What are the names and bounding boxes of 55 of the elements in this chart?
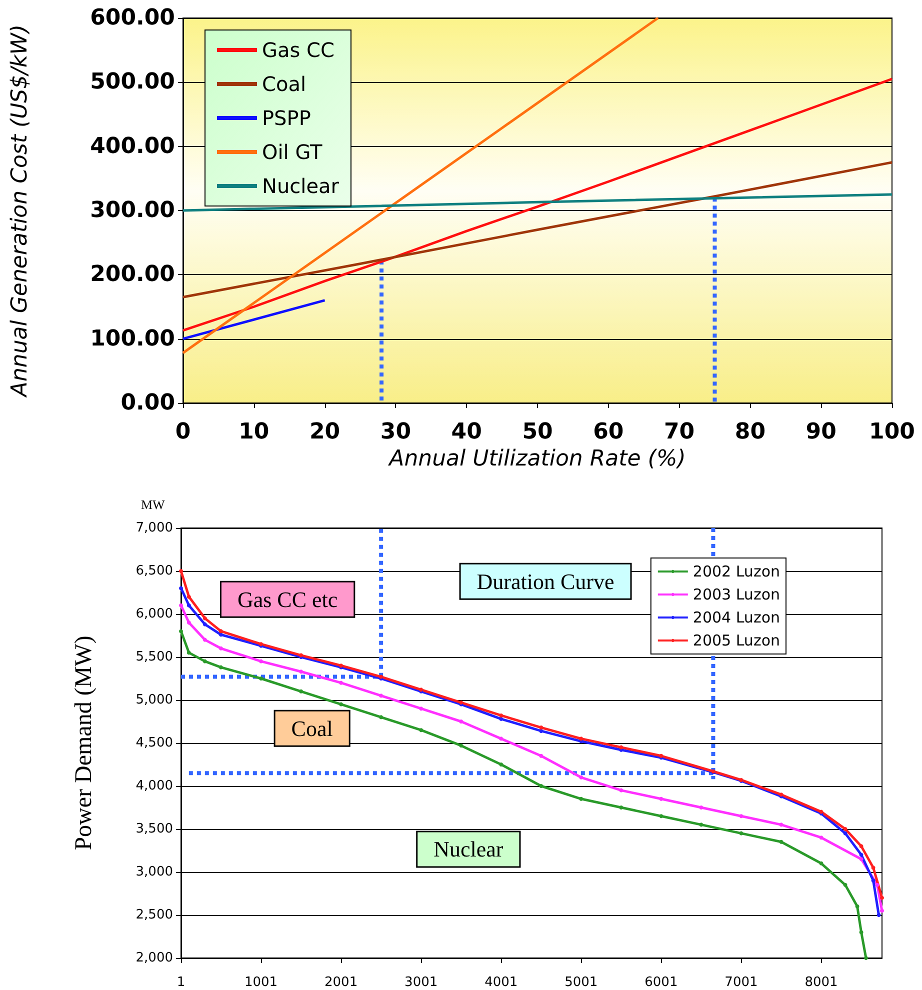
- x-tick-label: 1: [176, 975, 186, 990]
- x-tick-label: 80: [734, 420, 766, 444]
- y-tick-label: 6,500: [136, 564, 173, 578]
- x-tick-label: 0: [175, 420, 191, 444]
- y-tick-label: 200.00: [90, 262, 175, 288]
- y-tick-label: 2,000: [136, 950, 173, 966]
- y-tick-label: 4,500: [136, 736, 173, 750]
- y-tick-label: 500.00: [90, 70, 175, 95]
- y-tick-label: 3,000: [136, 864, 173, 880]
- x-tick-label: 5001: [564, 975, 598, 990]
- legend-label: 2004 Luzon: [692, 608, 780, 626]
- x-tick-label: 7001: [724, 975, 758, 990]
- y-tick-label: 100.00: [90, 326, 175, 352]
- x-axis-title: Annual Utilization Rate (%): [387, 446, 686, 472]
- annotation: Duration Curve: [476, 568, 614, 594]
- legend-label: Nuclear: [262, 174, 340, 198]
- x-tick-label: 50: [522, 420, 553, 444]
- y-tick-label: 7,000: [136, 520, 173, 536]
- x-tick-label: 100: [869, 420, 915, 444]
- x-tick-label: 4001: [484, 975, 518, 990]
- y-tick-label: 0.00: [120, 390, 175, 416]
- legend-label: 2002 Luzon: [692, 562, 780, 580]
- y-axis-title: Annual Generation Cost (US$/kW): [8, 24, 32, 399]
- legend-label: Coal: [262, 72, 306, 96]
- legend-label: 2005 Luzon: [692, 632, 780, 650]
- legend-label: Gas CC: [262, 38, 334, 62]
- x-tick-label: 20: [309, 420, 340, 444]
- x-tick-label: 2001: [324, 975, 358, 990]
- annotation: Gas CC etc: [237, 586, 338, 612]
- legend-label: Oil GT: [262, 140, 323, 164]
- x-tick-label: 3001: [404, 975, 438, 990]
- y-tick-label: 2,500: [136, 908, 173, 922]
- x-tick-label: 60: [593, 420, 624, 444]
- y-axis-title: Power Demand (MW): [71, 636, 97, 850]
- x-tick-label: 10: [238, 420, 270, 444]
- x-tick-label: 30: [380, 420, 412, 444]
- y-tick-label: 6,000: [136, 606, 173, 622]
- x-tick-label: 8001: [804, 975, 838, 990]
- y-tick-label: 600.00: [90, 6, 175, 30]
- y-tick-label: 3,500: [136, 822, 173, 836]
- y-tick-label: 400.00: [90, 134, 175, 159]
- x-tick-label: 1001: [244, 975, 278, 990]
- annotation: Nuclear: [434, 836, 504, 862]
- y-tick-label: 5,000: [136, 692, 173, 708]
- x-tick-label: 40: [451, 420, 482, 444]
- y-tick-label: 5,500: [136, 650, 173, 664]
- x-tick-label: 90: [806, 420, 836, 444]
- text: MW: [141, 497, 166, 512]
- y-tick-label: 300.00: [90, 198, 175, 223]
- legend-label: 2003 Luzon: [692, 586, 780, 604]
- x-tick-label: 70: [664, 420, 695, 444]
- y-tick-label: 4,000: [136, 778, 173, 794]
- legend-label: PSPP: [262, 106, 311, 130]
- annotation: Coal: [291, 716, 333, 741]
- x-tick-label: 6001: [644, 975, 678, 990]
